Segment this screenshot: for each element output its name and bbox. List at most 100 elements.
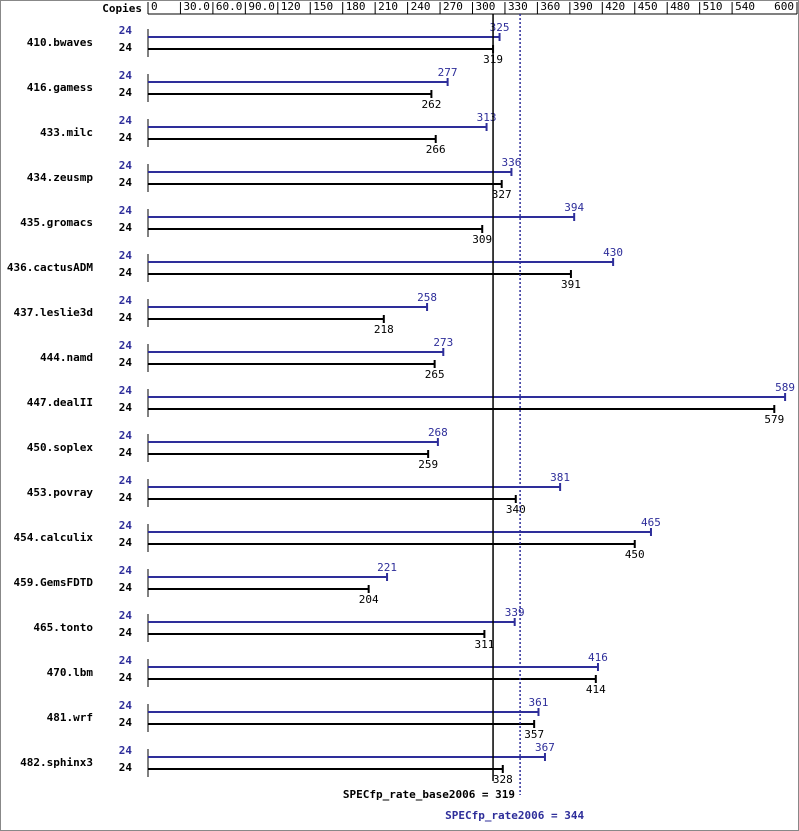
- copies-label: 24: [119, 114, 133, 127]
- value-label: 450: [625, 548, 645, 561]
- copies-label: 24: [119, 699, 133, 712]
- copies-label: 24: [119, 654, 133, 667]
- x-tick-label: 90.0: [248, 0, 275, 13]
- value-label: 367: [535, 741, 555, 754]
- benchmark-label: 433.milc: [40, 126, 93, 139]
- x-tick-label: 210: [378, 0, 398, 13]
- benchmark-label: 470.lbm: [47, 666, 94, 679]
- copies-label: 24: [119, 159, 133, 172]
- value-label: 204: [359, 593, 379, 606]
- copies-label: 24: [119, 744, 133, 757]
- x-tick-label: 450: [638, 0, 658, 13]
- copies-label: 24: [119, 266, 133, 279]
- copies-label: 24: [119, 474, 133, 487]
- copies-label: 24: [119, 131, 133, 144]
- benchmark-label: 453.povray: [27, 486, 94, 499]
- benchmark-label: 444.namd: [40, 351, 93, 364]
- x-tick-label: 420: [605, 0, 625, 13]
- copies-label: 24: [119, 564, 133, 577]
- benchmark-label: 465.tonto: [33, 621, 93, 634]
- benchmark-label: 447.dealII: [27, 396, 93, 409]
- value-label: 414: [586, 683, 606, 696]
- x-tick-label: 270: [443, 0, 463, 13]
- value-label: 391: [561, 278, 581, 291]
- benchmark-label: 410.bwaves: [27, 36, 93, 49]
- x-tick-label: 600: [774, 0, 794, 13]
- copies-label: 24: [119, 69, 133, 82]
- copies-label: 24: [119, 339, 133, 352]
- benchmark-label: 450.soplex: [27, 441, 94, 454]
- value-label: 430: [603, 246, 623, 259]
- reference-label: SPECfp_rate2006 = 344: [445, 809, 584, 822]
- x-tick-label: 390: [573, 0, 593, 13]
- x-tick-label: 480: [670, 0, 690, 13]
- x-tick-label: 120: [281, 0, 301, 13]
- value-label: 328: [493, 773, 513, 786]
- copies-label: 24: [119, 24, 133, 37]
- copies-label: 24: [119, 311, 133, 324]
- value-label: 416: [588, 651, 608, 664]
- value-label: 268: [428, 426, 448, 439]
- copies-label: 24: [119, 176, 133, 189]
- value-label: 259: [418, 458, 438, 471]
- value-label: 262: [421, 98, 441, 111]
- value-label: 218: [374, 323, 394, 336]
- benchmark-label: 437.leslie3d: [14, 306, 93, 319]
- x-tick-label: 60.0: [216, 0, 243, 13]
- copies-label: 24: [119, 716, 133, 729]
- value-label: 273: [433, 336, 453, 349]
- value-label: 313: [477, 111, 497, 124]
- benchmark-label: 434.zeusmp: [27, 171, 94, 184]
- value-label: 266: [426, 143, 446, 156]
- benchmark-label: 459.GemsFDTD: [14, 576, 94, 589]
- value-label: 381: [550, 471, 570, 484]
- value-label: 336: [502, 156, 522, 169]
- value-label: 311: [474, 638, 494, 651]
- reference-label: SPECfp_rate_base2006 = 319: [343, 788, 515, 801]
- value-label: 221: [377, 561, 397, 574]
- value-label: 265: [425, 368, 445, 381]
- value-label: 465: [641, 516, 661, 529]
- x-tick-label: 510: [703, 0, 723, 13]
- x-tick-label: 360: [540, 0, 560, 13]
- copies-label: 24: [119, 581, 133, 594]
- x-tick-label: 180: [346, 0, 366, 13]
- value-label: 589: [775, 381, 795, 394]
- value-label: 361: [529, 696, 549, 709]
- benchmark-label: 481.wrf: [47, 711, 93, 724]
- copies-label: 24: [119, 536, 133, 549]
- value-label: 258: [417, 291, 437, 304]
- benchmark-label: 416.gamess: [27, 81, 93, 94]
- copies-label: 24: [119, 446, 133, 459]
- copies-label: 24: [119, 429, 133, 442]
- value-label: 394: [564, 201, 584, 214]
- copies-label: 24: [119, 671, 133, 684]
- x-tick-label: 300: [476, 0, 496, 13]
- copies-label: 24: [119, 491, 133, 504]
- x-tick-label: 150: [313, 0, 333, 13]
- benchmark-label: 436.cactusADM: [7, 261, 93, 274]
- value-label: 357: [524, 728, 544, 741]
- benchmark-label: 435.gromacs: [20, 216, 93, 229]
- value-label: 309: [472, 233, 492, 246]
- copies-label: 24: [119, 86, 133, 99]
- copies-label: 24: [119, 249, 133, 262]
- value-label: 327: [492, 188, 512, 201]
- value-label: 325: [490, 21, 510, 34]
- x-tick-label: 240: [411, 0, 431, 13]
- copies-label: 24: [119, 761, 133, 774]
- copies-header: Copies: [102, 2, 142, 15]
- x-tick-label: 0: [151, 0, 158, 13]
- value-label: 579: [764, 413, 784, 426]
- benchmark-label: 482.sphinx3: [20, 756, 93, 769]
- x-tick-label: 540: [735, 0, 755, 13]
- value-label: 340: [506, 503, 526, 516]
- copies-label: 24: [119, 401, 133, 414]
- benchmark-label: 454.calculix: [14, 531, 94, 544]
- copies-label: 24: [119, 609, 133, 622]
- copies-label: 24: [119, 626, 133, 639]
- copies-label: 24: [119, 221, 133, 234]
- copies-label: 24: [119, 356, 133, 369]
